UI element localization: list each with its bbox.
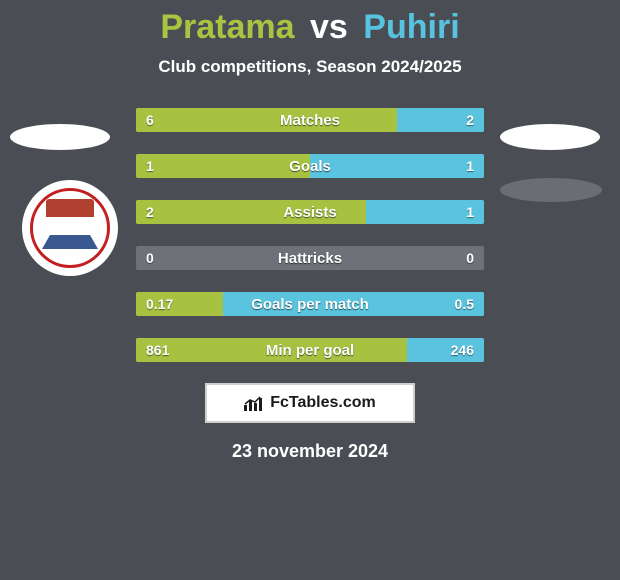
- team-right-oval-icon: [500, 124, 600, 150]
- brand-badge[interactable]: FcTables.com: [205, 383, 415, 423]
- badge-ship-icon: [60, 221, 80, 239]
- bar-label: Goals: [136, 154, 484, 178]
- team-left-badge-icon: [22, 180, 118, 276]
- chart-icon: [244, 395, 264, 411]
- bar-label: Min per goal: [136, 338, 484, 362]
- bar-row: 11Goals: [135, 153, 485, 179]
- title-player-right: Puhiri: [363, 8, 459, 46]
- page-title: Pratama vs Puhiri: [0, 8, 620, 47]
- bar-label: Hattricks: [136, 246, 484, 270]
- title-vs: vs: [310, 8, 348, 46]
- footer-date: 23 november 2024: [0, 441, 620, 462]
- subtitle: Club competitions, Season 2024/2025: [0, 57, 620, 77]
- bar-row: 62Matches: [135, 107, 485, 133]
- comparison-bars: 62Matches 11Goals 21Assists 00Hattricks 0.17…: [135, 107, 485, 363]
- brand-text: FcTables.com: [270, 394, 376, 412]
- bar-label: Goals per match: [136, 292, 484, 316]
- bar-row: 00Hattricks: [135, 245, 485, 271]
- title-player-left: Pratama: [160, 8, 294, 46]
- bar-label: Matches: [136, 108, 484, 132]
- bar-row: 21Assists: [135, 199, 485, 225]
- team-right-oval2-icon: [500, 178, 602, 202]
- bar-label: Assists: [136, 200, 484, 224]
- bar-row: 861246Min per goal: [135, 337, 485, 363]
- bar-row: 0.170.5Goals per match: [135, 291, 485, 317]
- main-container: Pratama vs Puhiri Club competitions, Sea…: [0, 0, 620, 462]
- badge-inner-icon: [30, 188, 110, 268]
- team-left-oval-icon: [10, 124, 110, 150]
